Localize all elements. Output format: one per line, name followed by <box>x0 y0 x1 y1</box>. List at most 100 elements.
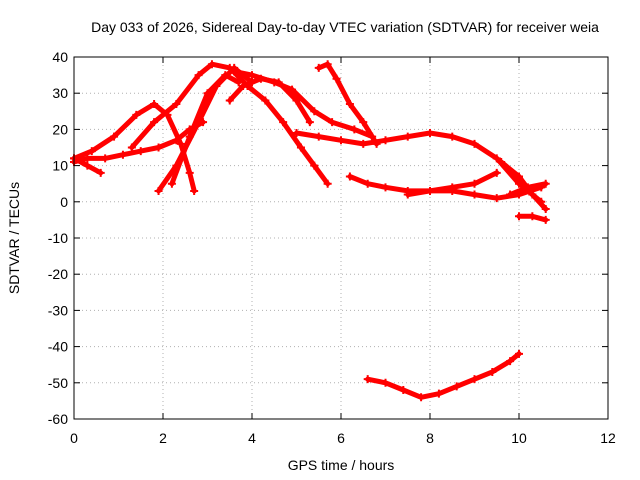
data-point <box>292 96 301 105</box>
data-point <box>261 96 270 105</box>
data-point <box>403 190 412 199</box>
data-point <box>203 89 212 98</box>
data-point <box>523 183 532 192</box>
data-point <box>328 118 337 127</box>
data-point <box>528 190 537 199</box>
data-point <box>172 136 181 145</box>
data-point <box>110 132 119 141</box>
data-point <box>506 357 515 366</box>
data-point <box>96 168 105 177</box>
data-point <box>350 125 359 134</box>
data-point <box>470 375 479 384</box>
data-point <box>234 78 243 87</box>
data-point <box>154 186 163 195</box>
data-point <box>154 143 163 152</box>
data-point <box>323 179 332 188</box>
x-tick-label: 4 <box>248 430 256 446</box>
data-point <box>399 386 408 395</box>
y-tick-label: 10 <box>52 158 68 174</box>
data-point <box>207 60 216 69</box>
y-tick-label: -60 <box>48 411 68 427</box>
data-point <box>172 100 181 109</box>
data-point <box>506 190 515 199</box>
data-point <box>359 118 368 127</box>
data-point <box>167 179 176 188</box>
series-arc-6 <box>169 72 242 187</box>
data-point <box>363 375 372 384</box>
data-point <box>345 172 354 181</box>
data-point <box>239 81 248 90</box>
chart-title: Day 033 of 2026, Sidereal Day-to-day VTE… <box>91 19 599 35</box>
data-point <box>314 132 323 141</box>
data-point <box>363 179 372 188</box>
data-point <box>190 186 199 195</box>
x-tick-label: 6 <box>337 430 345 446</box>
data-point <box>434 389 443 398</box>
data-point <box>270 78 279 87</box>
x-tick-label: 8 <box>426 430 434 446</box>
series-arc-8 <box>231 69 375 140</box>
x-tick-label: 12 <box>600 430 616 446</box>
data-point <box>381 378 390 387</box>
data-point <box>279 118 288 127</box>
data-point <box>310 161 319 170</box>
data-point <box>132 110 141 119</box>
data-point <box>332 74 341 83</box>
data-point <box>403 132 412 141</box>
data-point <box>305 118 314 127</box>
data-point <box>426 129 434 138</box>
y-tick-label: 0 <box>60 194 68 210</box>
y-axis-label: SDTVAR / TECUs <box>6 182 22 294</box>
data-point <box>150 118 159 127</box>
y-tick-label: 40 <box>52 49 68 65</box>
series-arc-16 <box>365 351 522 400</box>
data-point <box>248 71 256 80</box>
y-tick-label: 30 <box>52 85 68 101</box>
y-tick-label: -40 <box>48 339 68 355</box>
data-point <box>288 85 297 94</box>
x-tick-labels: 0 2 4 6 8 10 12 <box>70 57 616 446</box>
data-point <box>310 107 319 116</box>
y-tick-label: -30 <box>48 302 68 318</box>
data-point <box>515 349 523 358</box>
data-point <box>345 100 354 109</box>
y-tick-label: -50 <box>48 375 68 391</box>
data-point <box>448 132 457 141</box>
data-point <box>492 154 501 163</box>
data-point <box>541 215 550 224</box>
x-tick-label: 0 <box>70 430 78 446</box>
data-point <box>359 139 368 148</box>
grid-lines <box>74 57 608 419</box>
data-point <box>150 100 159 109</box>
data-point <box>381 136 390 145</box>
data-point <box>492 194 501 203</box>
data-point <box>292 129 301 138</box>
data-point <box>230 67 239 76</box>
data-point <box>118 150 127 159</box>
data-point <box>470 139 479 148</box>
data-point <box>314 63 323 72</box>
data-point <box>323 60 332 69</box>
y-tick-label: -20 <box>48 266 68 282</box>
x-tick-label: 10 <box>511 430 527 446</box>
data-point <box>381 183 390 192</box>
series-arc-4 <box>129 61 331 187</box>
y-tick-label: -10 <box>48 230 68 246</box>
data-point <box>185 132 194 141</box>
data-point <box>497 157 506 166</box>
data-point <box>541 179 550 188</box>
y-tick-labels: -60 -50 -40 -30 -20 -10 0 10 20 30 40 <box>48 49 608 427</box>
data-point <box>101 154 110 163</box>
data-point <box>87 147 96 156</box>
data-point <box>337 136 345 145</box>
data-point <box>83 154 92 163</box>
data-point <box>194 71 203 80</box>
data-point <box>541 205 550 214</box>
data-point <box>452 382 461 391</box>
data-point <box>185 168 194 177</box>
data-point <box>492 168 501 177</box>
data-series <box>70 60 550 402</box>
data-point <box>470 179 479 188</box>
data-point <box>417 393 426 402</box>
